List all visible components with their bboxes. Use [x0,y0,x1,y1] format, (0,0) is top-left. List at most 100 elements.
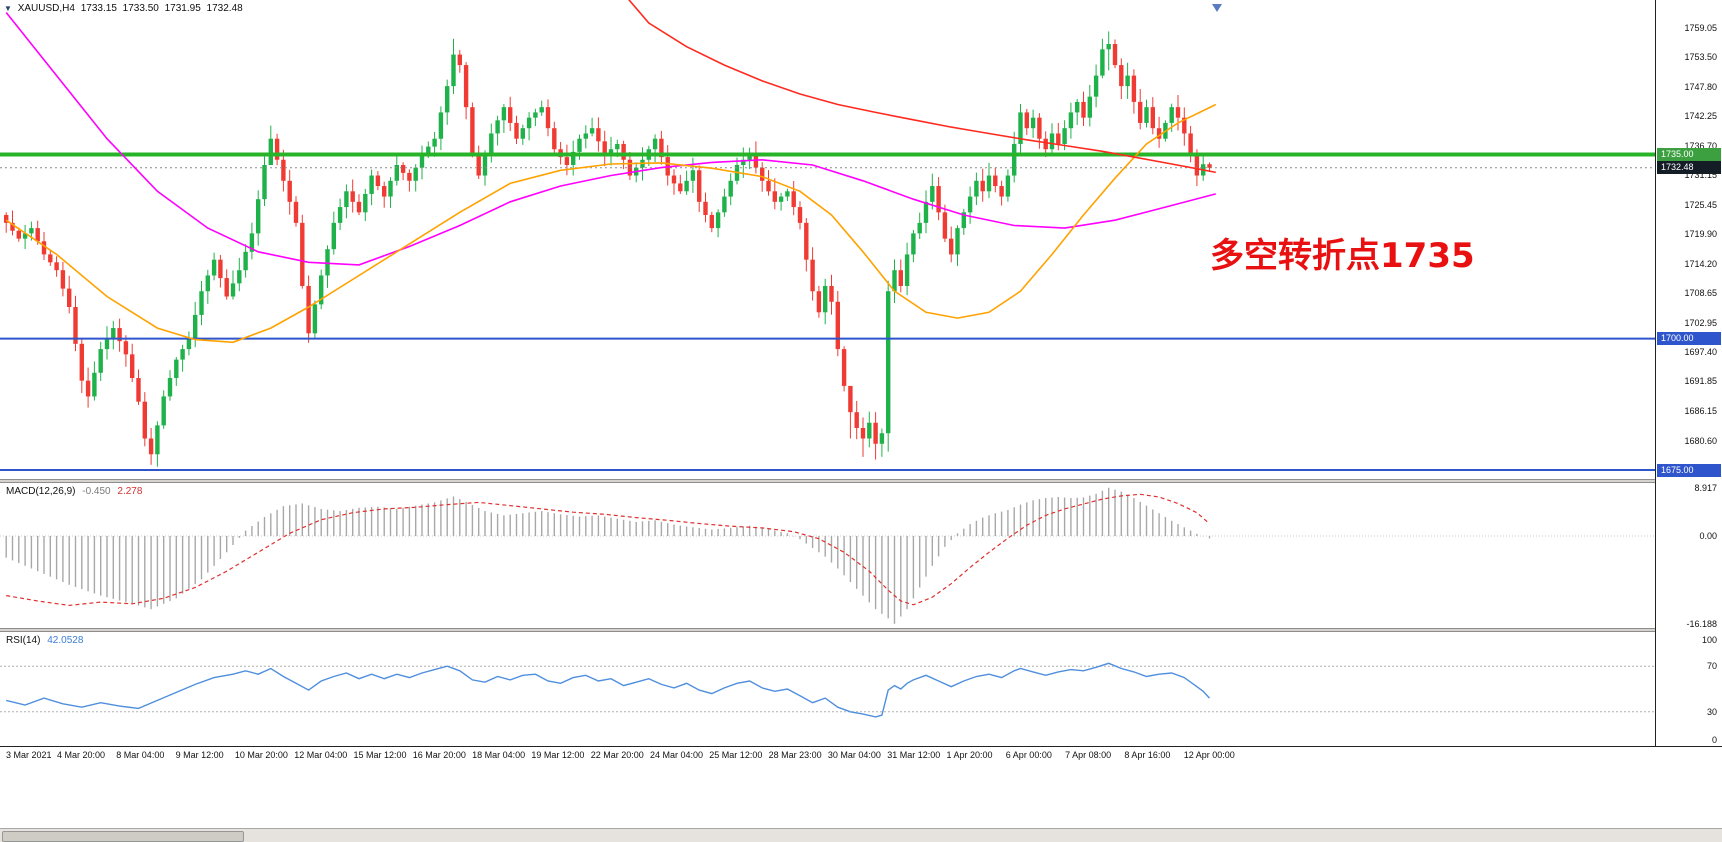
candle-body [545,107,551,129]
candle-body [180,349,185,360]
candle-body [690,170,696,181]
time-axis-label: 8 Mar 04:00 [116,750,165,760]
candle-body [1005,175,1011,197]
candle-body [1087,96,1092,118]
rsi-chart[interactable] [0,632,1655,746]
candle-body [48,254,53,263]
candle-body [142,401,147,439]
candle-body [1112,44,1118,66]
time-axis[interactable]: 3 Mar 2021 4 Mar 20:00 8 Mar 04:00 9 Mar 12… [0,746,1722,766]
macd-axis-label: -16.188 [1686,618,1717,629]
candle-body [117,328,122,342]
candle-body [463,65,469,108]
candle-body [1100,49,1105,76]
candle-body [148,438,154,455]
candle-body [854,412,859,428]
candle-body [432,138,437,147]
candle-body [73,307,78,344]
candle-body [829,285,834,302]
candle-body [678,183,683,192]
candle-body [482,154,488,176]
price-axis-label: 1731.15 [1684,169,1717,180]
pane-separator[interactable] [0,479,1722,483]
candle-body [753,154,759,168]
candle-body [841,349,847,386]
candlestick-chart[interactable] [0,0,1655,479]
candle-body [917,222,922,234]
time-axis-label: 28 Mar 23:00 [768,750,822,760]
candle-body [785,191,790,197]
price-axis-label: 1753.50 [1684,52,1717,63]
macd-indicator-label: MACD(12,26,9) -0.450 2.278 [6,486,146,497]
candle-body [526,117,532,129]
ma-slow-magenta [5,12,1217,266]
candle-body [29,228,34,234]
time-axis-label: 12 Mar 04:00 [294,750,348,760]
candle-body [167,378,173,397]
candle-body [375,175,381,187]
candle-body [564,157,570,166]
price-axis-label: 1725.45 [1684,199,1717,210]
candle-body [577,138,582,152]
candle-body [596,128,601,142]
price-axis[interactable]: 1759.05 1753.50 1747.80 1742.25 1736.70 1731.… [1655,0,1722,746]
candle-body [419,154,425,168]
candle-body [457,54,462,66]
candle-body [186,338,192,350]
annotation-text: 多空转折点1735 [1210,236,1475,276]
candle-body [539,107,544,113]
pane-separator[interactable] [0,628,1722,632]
candle-body [174,359,179,379]
candle-body [879,433,885,444]
candle-body [1106,44,1111,50]
candle-body [388,180,393,197]
candle-body [930,186,935,202]
scrollbar-thumb[interactable] [2,831,244,842]
candle-body [722,196,727,213]
candle-body [262,165,267,200]
candle-body [942,212,948,239]
candle-body [747,154,752,160]
candle-body [237,270,242,284]
candle-body [533,112,538,118]
candle-body [848,385,853,413]
candle-body [684,180,689,192]
candle-body [1138,101,1143,123]
candle-body [22,233,28,239]
candle-body [772,191,777,202]
candle-body [1125,75,1130,87]
autoscroll-marker-icon[interactable] [1212,4,1222,12]
rsi-pane[interactable]: RSI(14) 42.0528 [0,632,1655,746]
candle-body [407,172,412,181]
candle-body [445,86,450,113]
candle-body [41,241,47,255]
open-value: 1733.15 [80,3,117,14]
macd-chart[interactable] [0,483,1655,628]
candle-body [514,122,519,139]
candle-body [766,180,771,192]
candle-body [986,175,992,192]
time-axis-label: 15 Mar 12:00 [353,750,407,760]
candle-body [293,201,299,223]
candle-body [356,201,362,213]
price-axis-label: 1708.65 [1684,288,1717,299]
candle-body [274,138,280,160]
main-chart-pane[interactable]: ▼ XAUUSD,H4 1733.15 1733.50 1731.95 1732… [0,0,1655,479]
candle-body [1075,101,1080,113]
candle-body [344,191,349,208]
macd-pane[interactable]: MACD(12,26,9) -0.450 2.278 [0,483,1655,628]
candle-body [205,275,210,292]
horizontal-scrollbar[interactable] [0,828,1722,842]
rsi-axis-label: 0 [1711,735,1717,745]
price-axis-label: 1759.05 [1684,23,1717,33]
candle-body [123,341,129,355]
candle-body [999,186,1004,197]
ma-medium-orange [5,103,1217,344]
candle-body [974,180,979,197]
candle-body [967,196,973,213]
candle-body [4,214,9,223]
macd-axis-label: 8.917 [1694,482,1717,493]
candle-body [791,191,796,208]
candle-body [249,233,255,252]
price-tag-1675.00: 1675.00 [1657,463,1721,477]
